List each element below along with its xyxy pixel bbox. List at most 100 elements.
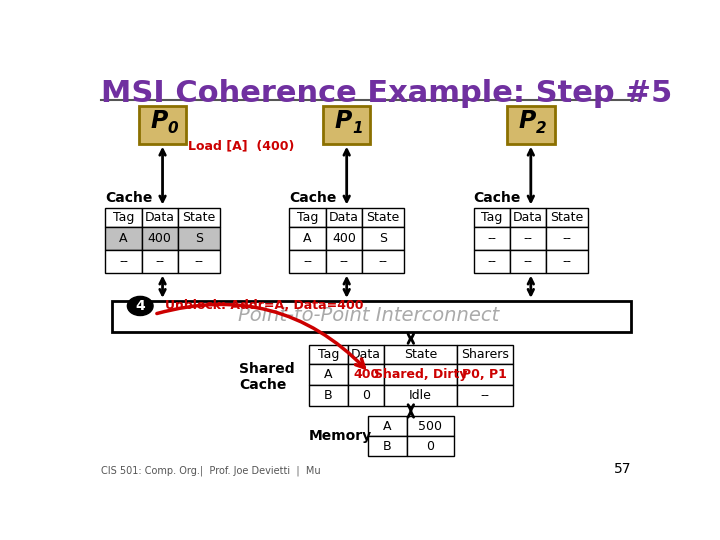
FancyBboxPatch shape xyxy=(105,227,142,250)
FancyBboxPatch shape xyxy=(384,364,457,385)
Text: Data: Data xyxy=(145,211,175,224)
Text: Data: Data xyxy=(351,348,381,361)
Text: A: A xyxy=(303,232,312,245)
Text: Idle: Idle xyxy=(409,389,432,402)
FancyBboxPatch shape xyxy=(348,346,384,364)
FancyBboxPatch shape xyxy=(546,227,588,250)
Text: Cache: Cache xyxy=(105,191,153,205)
Text: Data: Data xyxy=(329,211,359,224)
FancyBboxPatch shape xyxy=(474,227,510,250)
FancyBboxPatch shape xyxy=(325,227,362,250)
Text: A: A xyxy=(120,232,127,245)
Text: 400: 400 xyxy=(148,232,171,245)
FancyBboxPatch shape xyxy=(362,227,404,250)
Text: --: -- xyxy=(523,232,533,245)
FancyBboxPatch shape xyxy=(112,301,631,332)
Text: Tag: Tag xyxy=(113,211,134,224)
FancyBboxPatch shape xyxy=(289,227,325,250)
Text: A: A xyxy=(383,420,392,433)
FancyBboxPatch shape xyxy=(325,250,362,273)
Text: --: -- xyxy=(339,255,348,268)
FancyBboxPatch shape xyxy=(142,250,178,273)
Circle shape xyxy=(127,296,153,315)
Text: 2: 2 xyxy=(536,121,546,136)
Text: Load [A]  (400): Load [A] (400) xyxy=(188,139,294,152)
Text: P: P xyxy=(150,109,168,133)
Text: --: -- xyxy=(194,255,203,268)
Text: --: -- xyxy=(480,389,490,402)
FancyBboxPatch shape xyxy=(510,227,546,250)
FancyBboxPatch shape xyxy=(323,106,370,144)
Text: --: -- xyxy=(379,255,387,268)
FancyBboxPatch shape xyxy=(289,250,325,273)
Text: Sharers: Sharers xyxy=(461,348,509,361)
Text: Unblock: Addr=A, Data=400: Unblock: Addr=A, Data=400 xyxy=(166,300,364,313)
Text: S: S xyxy=(379,232,387,245)
FancyBboxPatch shape xyxy=(507,106,554,144)
Text: --: -- xyxy=(487,232,496,245)
Text: State: State xyxy=(182,211,215,224)
FancyBboxPatch shape xyxy=(142,227,178,250)
Text: --: -- xyxy=(487,255,496,268)
FancyBboxPatch shape xyxy=(368,436,407,456)
Text: --: -- xyxy=(119,255,128,268)
Text: B: B xyxy=(383,440,392,453)
Text: 0: 0 xyxy=(426,440,434,453)
Text: 57: 57 xyxy=(613,462,631,476)
FancyBboxPatch shape xyxy=(348,385,384,406)
FancyBboxPatch shape xyxy=(457,346,513,364)
FancyBboxPatch shape xyxy=(546,250,588,273)
FancyBboxPatch shape xyxy=(407,436,454,456)
FancyBboxPatch shape xyxy=(289,208,325,227)
FancyBboxPatch shape xyxy=(407,416,454,436)
Text: P: P xyxy=(519,109,536,133)
FancyBboxPatch shape xyxy=(309,346,348,364)
Text: Shared, Dirty: Shared, Dirty xyxy=(374,368,467,381)
FancyBboxPatch shape xyxy=(178,250,220,273)
Text: Cache: Cache xyxy=(289,191,337,205)
Text: --: -- xyxy=(562,232,572,245)
FancyBboxPatch shape xyxy=(546,208,588,227)
Text: 4: 4 xyxy=(135,299,145,313)
Text: MSI Coherence Example: Step #5: MSI Coherence Example: Step #5 xyxy=(101,79,672,109)
FancyBboxPatch shape xyxy=(142,208,178,227)
FancyBboxPatch shape xyxy=(178,227,220,250)
FancyBboxPatch shape xyxy=(474,208,510,227)
Text: Data: Data xyxy=(513,211,543,224)
FancyBboxPatch shape xyxy=(474,250,510,273)
FancyBboxPatch shape xyxy=(457,364,513,385)
FancyBboxPatch shape xyxy=(368,416,407,436)
Text: --: -- xyxy=(156,255,164,268)
FancyBboxPatch shape xyxy=(384,385,457,406)
Text: Shared
Cache: Shared Cache xyxy=(239,362,295,392)
Text: State: State xyxy=(551,211,584,224)
FancyBboxPatch shape xyxy=(139,106,186,144)
Text: Cache: Cache xyxy=(474,191,521,205)
Text: State: State xyxy=(366,211,400,224)
Text: 0: 0 xyxy=(168,121,179,136)
Text: Tag: Tag xyxy=(481,211,503,224)
Text: 400: 400 xyxy=(332,232,356,245)
Text: Tag: Tag xyxy=(297,211,318,224)
FancyBboxPatch shape xyxy=(510,250,546,273)
FancyBboxPatch shape xyxy=(178,208,220,227)
FancyBboxPatch shape xyxy=(325,208,362,227)
FancyBboxPatch shape xyxy=(105,250,142,273)
FancyBboxPatch shape xyxy=(309,385,348,406)
FancyBboxPatch shape xyxy=(348,364,384,385)
Text: A: A xyxy=(324,368,333,381)
Text: --: -- xyxy=(523,255,533,268)
Text: State: State xyxy=(404,348,437,361)
Text: 1: 1 xyxy=(352,121,363,136)
Text: S: S xyxy=(195,232,203,245)
FancyBboxPatch shape xyxy=(384,346,457,364)
Text: P: P xyxy=(335,109,352,133)
Text: 400: 400 xyxy=(353,368,379,381)
FancyBboxPatch shape xyxy=(457,385,513,406)
Text: --: -- xyxy=(303,255,312,268)
Text: Point-to-Point Interconnect: Point-to-Point Interconnect xyxy=(238,306,500,325)
FancyBboxPatch shape xyxy=(362,250,404,273)
Text: --: -- xyxy=(562,255,572,268)
Text: 500: 500 xyxy=(418,420,442,433)
FancyArrowPatch shape xyxy=(157,305,364,368)
